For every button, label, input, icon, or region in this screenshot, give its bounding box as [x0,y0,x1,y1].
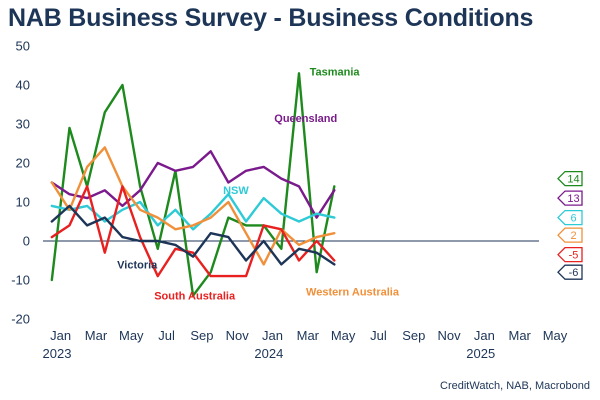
y-tick-label: 40 [16,78,30,93]
x-tick-label: Jan [262,328,283,343]
x-tick-label: Nov [226,328,250,343]
x-tick-label: Sep [190,328,213,343]
y-tick-label: -20 [11,312,30,327]
series-labels: Tasmania Queensland NSW Western Australia So… [117,66,400,302]
y-tick-label: 0 [23,234,30,249]
x-year-label: 2023 [43,346,72,361]
x-tick-label: May [543,328,568,343]
end-tag-value: 2 [570,230,576,242]
x-tick-label: May [119,328,144,343]
y-tick-label: 50 [16,39,30,54]
x-tick-label: Mar [508,328,531,343]
x-tick-label: May [331,328,356,343]
end-tag-value: -6 [569,267,579,279]
x-tick-label: Mar [85,328,108,343]
end-tag-box [557,247,583,263]
end-tag-box [557,209,583,226]
series-lines [50,72,336,297]
y-tick-label: -10 [11,273,30,288]
end-tag-box [557,227,583,243]
x-tick-label: Jan [474,328,495,343]
chart-title: NAB Business Survey - Business Condition… [8,4,534,32]
source-note: CreditWatch, NAB, Macrobond [440,380,590,392]
end-value-tags: 14 13 6 2 -5 -6 [557,170,583,280]
series-label-western-australia: Western Australia [306,287,400,299]
series-label-south-australia: South Australia [154,291,236,303]
series-line-victoria [50,204,336,266]
series-line-south-australia [50,185,336,278]
y-tick-label: 20 [16,156,30,171]
x-tick-label: Jul [158,328,175,343]
series-line-tasmania [50,72,336,297]
x-tick-label: Jan [50,328,71,343]
x-axis: Jan Mar May Jul Sep Nov Jan Mar May Jul Sep Nov Jan M… [43,328,568,361]
end-tag-value: 14 [567,174,579,186]
end-tag-value: 6 [570,213,576,225]
series-label-queensland: Queensland [274,113,337,125]
series-line-western-australia [50,146,336,266]
end-tag-box [557,170,583,187]
y-tick-label: 10 [16,195,30,210]
series-label-victoria: Victoria [117,259,158,271]
end-tag-box [557,190,583,206]
y-tick-label: 30 [16,117,30,132]
y-axis: -20 -10 0 10 20 30 40 50 [11,39,30,327]
series-line-nsw [50,192,336,231]
end-tag-value: 13 [567,193,579,205]
x-tick-label: Jul [370,328,387,343]
x-year-label: 2025 [466,346,495,361]
end-tag-value: -5 [569,250,579,262]
series-label-tasmania: Tasmania [310,66,361,78]
x-year-label: 2024 [254,346,283,361]
series-line-queensland [50,150,336,219]
end-tag-box [557,264,583,280]
x-tick-label: Nov [438,328,462,343]
x-tick-label: Mar [297,328,320,343]
series-label-nsw: NSW [223,185,249,197]
x-tick-label: Sep [402,328,425,343]
